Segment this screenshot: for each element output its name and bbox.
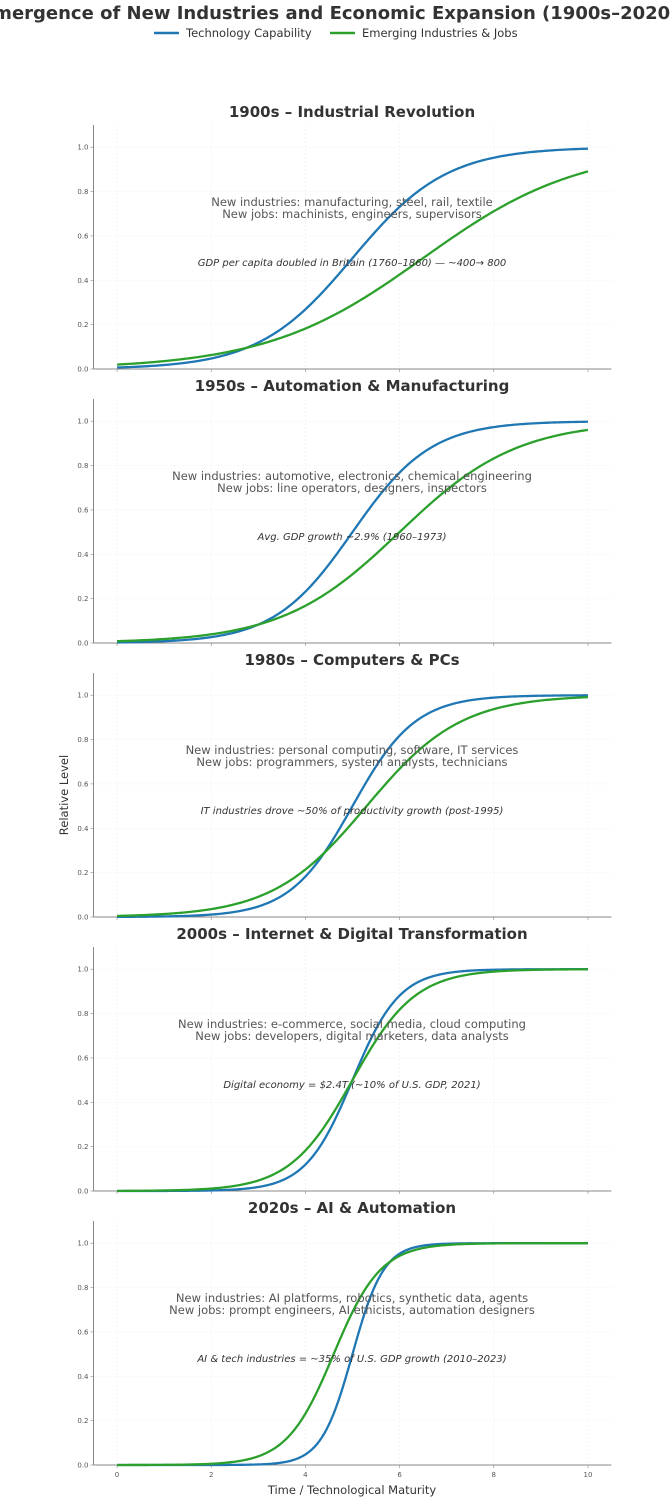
series-line-industries: [117, 696, 588, 918]
subplot-title: 1950s – Automation & Manufacturing: [195, 377, 510, 395]
y-tick-label: 0.4: [77, 1373, 89, 1381]
legend: Technology Capability Emerging Industrie…: [154, 26, 518, 40]
y-tick-label: 0.0: [77, 1188, 88, 1196]
y-tick-label: 0.0: [77, 914, 88, 922]
subplot-1: 1950s – Automation & Manufacturing 0.0 0.2…: [77, 377, 612, 648]
y-tick-label: 0.2: [77, 321, 88, 329]
annotation-industries: New industries: AI platforms, robotics, …: [176, 1291, 528, 1305]
y-tick-label: 0.2: [77, 1143, 88, 1151]
series-line-technology: [117, 147, 588, 369]
annotation-industries: New industries: personal computing, soft…: [186, 743, 519, 757]
y-tick-label: 0.6: [77, 506, 89, 514]
y-tick-label: 1.0: [77, 1240, 88, 1248]
annotation-industries: New industries: e-commerce, social media…: [178, 1017, 526, 1031]
series-line-technology: [117, 694, 588, 919]
y-tick-label: 0.0: [77, 1462, 88, 1470]
annotation-stat: IT industries drove ~50% of productivity…: [201, 806, 504, 817]
x-tick-label: 10: [583, 1471, 592, 1479]
annotation-jobs: New jobs: machinists, engineers, supervi…: [222, 207, 482, 221]
y-tick-label: 0.4: [77, 551, 89, 559]
x-tick-label: 0: [115, 1471, 119, 1479]
x-tick-label: 8: [492, 1471, 496, 1479]
annotation-jobs: New jobs: developers, digital marketers,…: [195, 1029, 508, 1043]
subplot-2: 1980s – Computers & PCs 0.0 0.2 0.4 0.6 0.8 1.…: [77, 651, 612, 922]
y-tick-label: 0.6: [77, 1054, 89, 1062]
y-tick-label: 0.4: [77, 277, 89, 285]
y-tick-label: 0.8: [77, 1010, 88, 1018]
legend-label-technology: Technology Capability: [185, 26, 312, 40]
subplot-0: 1900s – Industrial Revolution 0.0 0.2 0.4 0.…: [77, 103, 612, 374]
y-tick-label: 0.4: [77, 825, 89, 833]
y-tick-label: 0.4: [77, 1099, 89, 1107]
series-line-technology: [117, 420, 588, 644]
y-tick-label: 0.2: [77, 595, 88, 603]
y-tick-label: 1.0: [77, 692, 88, 700]
subplot-title: 1980s – Computers & PCs: [244, 651, 459, 669]
y-axis-label: Relative Level: [57, 755, 71, 835]
x-tick-label: 2: [209, 1471, 213, 1479]
annotation-stat: AI & tech industries = ~35% of U.S. GDP …: [196, 1354, 506, 1365]
subplot-4: 2020s – AI & Automation 0 2 4 6 8 10 0.0 0.2 0.4 0…: [77, 1199, 612, 1479]
annotation-stat: GDP per capita doubled in Britain (1760–…: [198, 258, 507, 269]
annotation-jobs: New jobs: prompt engineers, AI ethicists…: [169, 1303, 535, 1317]
y-tick-label: 0.0: [77, 366, 88, 374]
y-tick-label: 0.2: [77, 869, 88, 877]
subplot-3: 2000s – Internet & Digital Transformatio…: [77, 925, 612, 1196]
y-tick-label: 1.0: [77, 966, 88, 974]
subplot-title: 2020s – AI & Automation: [248, 1199, 456, 1217]
annotation-jobs: New jobs: line operators, designers, ins…: [217, 481, 487, 495]
annotation-stat: Digital economy = $2.4T (~10% of U.S. GD…: [223, 1080, 480, 1091]
chart-title: Emergence of New Industries and Economic…: [0, 3, 670, 24]
y-tick-label: 1.0: [77, 418, 88, 426]
annotation-stat: Avg. GDP growth ~2.9% (1960–1973): [257, 532, 447, 543]
x-axis-label: Time / Technological Maturity: [267, 1483, 437, 1497]
annotation-jobs: New jobs: programmers, system analysts, …: [196, 755, 507, 769]
y-tick-label: 0.6: [77, 1328, 89, 1336]
series-line-industries: [117, 1242, 588, 1467]
annotation-industries: New industries: automotive, electronics,…: [172, 469, 532, 483]
subplot-title: 2000s – Internet & Digital Transformatio…: [176, 925, 527, 943]
y-tick-label: 0.6: [77, 232, 89, 240]
y-tick-label: 0.0: [77, 640, 88, 648]
x-tick-label: 4: [303, 1471, 308, 1479]
y-tick-label: 0.8: [77, 462, 88, 470]
x-tick-label: 6: [397, 1471, 402, 1479]
y-tick-label: 0.2: [77, 1417, 88, 1425]
subplot-title: 1900s – Industrial Revolution: [229, 103, 475, 121]
legend-label-industries: Emerging Industries & Jobs: [362, 26, 518, 40]
series-line-industries: [117, 968, 588, 1193]
y-tick-label: 0.8: [77, 736, 88, 744]
y-tick-label: 0.8: [77, 1284, 88, 1292]
annotation-industries: New industries: manufacturing, steel, ra…: [211, 195, 493, 209]
y-tick-label: 0.6: [77, 780, 89, 788]
series-line-industries: [116, 170, 589, 366]
y-tick-label: 1.0: [77, 144, 88, 152]
series-line-industries: [117, 428, 589, 643]
y-tick-label: 0.8: [77, 188, 88, 196]
